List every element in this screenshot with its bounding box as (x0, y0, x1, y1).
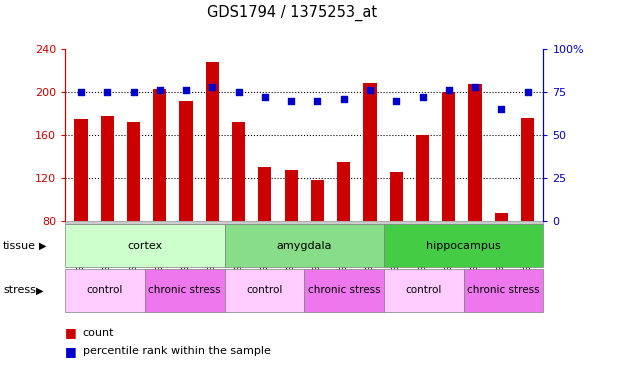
Text: stress: stress (3, 285, 36, 296)
Point (155, 87, 165, 93)
Text: ▶: ▶ (36, 285, 43, 296)
Bar (153, 88, 166, 221)
Text: chronic stress: chronic stress (148, 285, 221, 296)
Point (523, 89, 533, 95)
Text: percentile rank within the sample: percentile rank within the sample (83, 346, 271, 356)
Text: control: control (87, 285, 123, 296)
Text: chronic stress: chronic stress (467, 285, 540, 296)
Point (233, 89, 243, 95)
Bar (206, 62, 219, 221)
Text: ■: ■ (65, 345, 77, 358)
Text: hippocampus: hippocampus (426, 241, 501, 251)
Text: amygdala: amygdala (276, 241, 332, 251)
Bar (416, 135, 429, 221)
Point (207, 84, 217, 90)
Point (417, 94, 427, 100)
Bar (468, 84, 482, 221)
Text: cortex: cortex (127, 241, 163, 251)
Text: tissue: tissue (3, 241, 36, 251)
Point (312, 98, 322, 104)
Text: count: count (83, 328, 114, 338)
Point (444, 87, 454, 93)
Bar (337, 162, 350, 221)
Bar (311, 180, 324, 221)
Point (286, 98, 296, 104)
Text: chronic stress: chronic stress (308, 285, 381, 296)
Bar (495, 213, 508, 221)
Point (365, 87, 375, 93)
Point (391, 98, 401, 104)
Point (76, 89, 86, 95)
Bar (363, 83, 376, 221)
Point (129, 89, 138, 95)
Text: control: control (406, 285, 442, 296)
Bar (101, 116, 114, 221)
Text: control: control (247, 285, 283, 296)
Bar (521, 118, 534, 221)
Point (470, 84, 480, 90)
Point (181, 87, 191, 93)
Bar (390, 172, 403, 221)
Point (338, 96, 348, 102)
Bar (258, 167, 271, 221)
Bar (442, 92, 455, 221)
Text: ■: ■ (65, 326, 77, 339)
Point (496, 106, 506, 112)
Point (102, 89, 112, 95)
Bar (75, 119, 88, 221)
Bar (284, 170, 297, 221)
Text: GDS1794 / 1375253_at: GDS1794 / 1375253_at (207, 4, 377, 21)
Text: ▶: ▶ (39, 241, 46, 251)
Bar (127, 122, 140, 221)
Bar (179, 100, 193, 221)
Point (260, 94, 270, 100)
Bar (232, 122, 245, 221)
